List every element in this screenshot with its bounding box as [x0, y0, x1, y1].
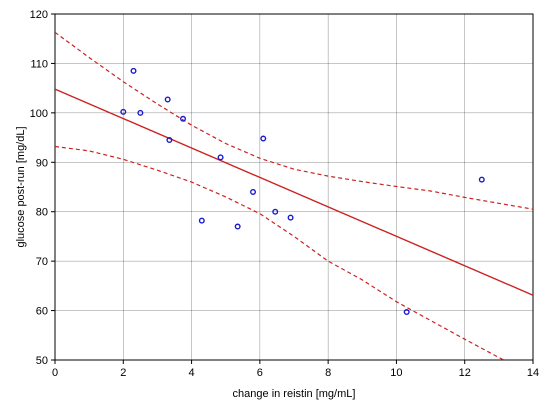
regression-line: [55, 88, 533, 296]
data-point: [272, 208, 279, 215]
y-tick-label: 120: [30, 9, 48, 21]
x-tick-label: 14: [527, 367, 539, 379]
y-tick-label: 80: [36, 207, 48, 219]
data-point: [260, 135, 267, 142]
data-point: [137, 109, 144, 116]
x-axis-title: change in reistin [mg/mL]: [233, 388, 356, 400]
y-tick-label: 110: [30, 58, 48, 70]
data-point: [217, 154, 224, 161]
y-tick-label: 100: [30, 108, 48, 120]
data-points: [120, 67, 485, 316]
x-tick-label: 12: [459, 367, 471, 379]
chart-lines: [55, 31, 533, 360]
x-tick-label: 4: [189, 367, 195, 379]
y-tick-label: 60: [36, 306, 48, 318]
data-point: [164, 96, 171, 103]
y-tick-label: 50: [36, 355, 48, 367]
x-tick-label: 0: [52, 367, 58, 379]
y-tick-label: 90: [36, 157, 48, 169]
x-axis-ticks: 0 2 4 6 8 10 12 14: [52, 360, 539, 379]
data-point: [478, 176, 485, 183]
y-axis-ticks: 50 60 70 80 90 100 110 120: [30, 9, 55, 367]
data-point: [287, 214, 294, 221]
confidence-lower: [55, 145, 506, 360]
x-tick-label: 10: [390, 367, 402, 379]
data-point: [166, 137, 173, 144]
data-point: [198, 217, 205, 224]
data-point: [250, 188, 257, 195]
x-tick-label: 2: [120, 367, 126, 379]
data-point: [234, 223, 241, 230]
data-point: [180, 115, 187, 122]
x-tick-label: 6: [257, 367, 263, 379]
data-point: [120, 108, 127, 115]
data-point: [403, 309, 410, 316]
data-point: [130, 67, 137, 74]
y-tick-label: 70: [36, 256, 48, 268]
y-axis-title: glucose post-run [mg/dL]: [15, 126, 27, 247]
x-tick-label: 8: [325, 367, 331, 379]
plot-area: [54, 13, 534, 361]
